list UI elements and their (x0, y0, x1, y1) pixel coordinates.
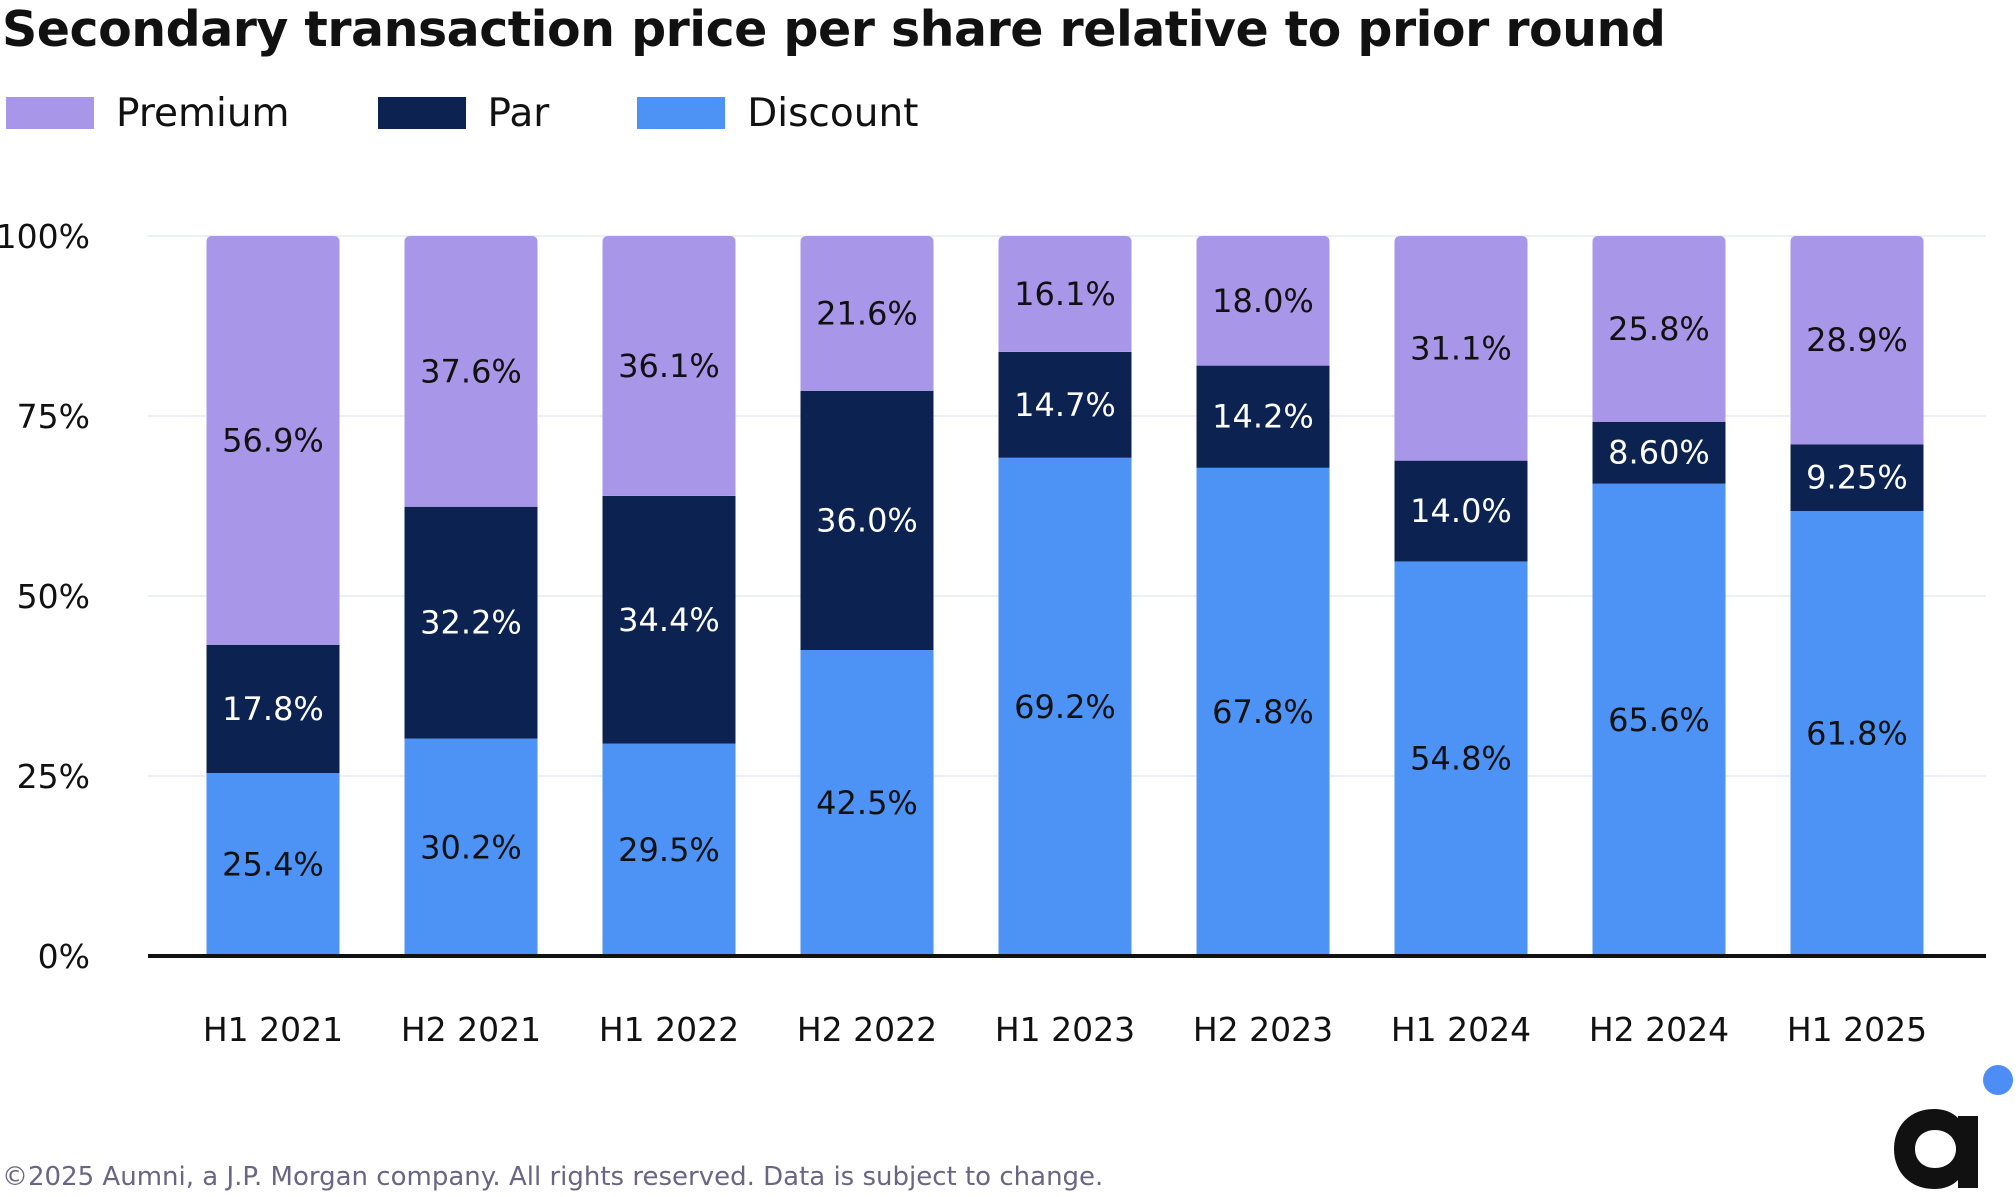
bar-discount-h1-2025 (1790, 511, 1924, 956)
bar-discount-h1-2024 (1394, 561, 1528, 956)
x-tick-label: H2 2021 (401, 1010, 541, 1049)
x-tick-label: H1 2024 (1391, 1010, 1531, 1049)
chart-title: Secondary transaction price per share re… (2, 1, 1666, 58)
data-label-premium: 25.8% (1608, 310, 1710, 348)
data-label-par: 14.2% (1212, 398, 1314, 436)
data-label-premium: 18.0% (1212, 282, 1314, 320)
bar-par-h2-2021 (404, 506, 538, 739)
bar-premium-h1-2025 (1790, 236, 1924, 445)
data-label-premium: 56.9% (222, 421, 324, 459)
bar-premium-h1-2023 (998, 236, 1132, 352)
data-label-discount: 42.5% (816, 784, 918, 822)
legend-swatch-discount (637, 97, 726, 129)
copyright-footer: ©2025 Aumni, a J.P. Morgan company. All … (2, 1162, 1104, 1192)
x-tick-label: H1 2025 (1787, 1010, 1927, 1049)
data-label-discount: 29.5% (618, 831, 720, 869)
data-label-discount: 67.8% (1212, 693, 1314, 731)
y-tick-label: 0% (38, 937, 90, 976)
x-tick-label: H1 2022 (599, 1010, 739, 1049)
bar-par-h1-2023 (998, 351, 1132, 458)
data-label-par: 36.0% (816, 501, 918, 539)
bar-discount-h2-2022 (800, 650, 934, 956)
bar-premium-h2-2021 (404, 236, 538, 507)
legend-label-premium: Premium (116, 90, 290, 136)
bar-stack-h2-2023: 67.8% 14.2% 18.0% (1196, 236, 1330, 956)
y-tick-label: 75% (17, 397, 90, 436)
bar-stack-h1-2022: 29.5% 34.4% 36.1% (602, 236, 736, 956)
bar-discount-h1-2023 (998, 457, 1132, 956)
data-label-discount: 30.2% (420, 828, 522, 866)
x-tick-label: H2 2022 (797, 1010, 937, 1049)
bar-par-h2-2024 (1592, 421, 1726, 484)
bar-par-h1-2024 (1394, 460, 1528, 562)
data-label-par: 32.2% (420, 604, 522, 642)
legend-item-discount: Discount (637, 91, 918, 136)
bar-premium-h2-2024 (1592, 236, 1726, 422)
legend-item-par: Par (377, 90, 550, 136)
y-tick-label: 50% (17, 577, 90, 616)
x-tick-label: H1 2023 (995, 1010, 1135, 1049)
bar-stack-h2-2021: 30.2% 32.2% 37.6% (404, 236, 538, 956)
bar-discount-h2-2023 (1196, 467, 1330, 956)
data-label-par: 14.0% (1410, 492, 1512, 530)
data-label-discount: 54.8% (1410, 740, 1512, 778)
data-label-premium: 21.6% (816, 294, 918, 332)
bar-premium-h1-2022 (602, 236, 736, 496)
data-label-par: 8.60% (1608, 434, 1710, 472)
bar-discount-h1-2021 (206, 773, 340, 956)
y-tick-label: 25% (17, 757, 90, 796)
data-label-premium: 16.1% (1014, 275, 1116, 313)
data-label-discount: 65.6% (1608, 701, 1710, 739)
bar-discount-h1-2022 (602, 743, 736, 956)
data-label-premium: 28.9% (1806, 321, 1908, 359)
bar-stack-h1-2025: 61.8% 9.25% 28.9% (1790, 236, 1924, 956)
data-label-discount: 25.4% (222, 846, 324, 884)
data-label-par: 9.25% (1806, 459, 1908, 497)
bar-premium-h1-2024 (1394, 236, 1528, 461)
bar-stack-h1-2023: 69.2% 14.7% 16.1% (998, 236, 1132, 956)
legend-label-discount: Discount (747, 90, 919, 136)
data-label-discount: 69.2% (1014, 688, 1116, 726)
legend-swatch-par (377, 97, 466, 129)
aumni-logo (1894, 1065, 2013, 1189)
bar-premium-h2-2023 (1196, 236, 1330, 366)
bar-par-h2-2022 (800, 390, 934, 650)
bar-stack-h2-2024: 65.6% 8.60% 25.8% (1592, 236, 1726, 956)
data-label-premium: 36.1% (618, 347, 720, 385)
bar-stack-h1-2024: 54.8% 14.0% 31.1% (1394, 236, 1528, 956)
bar-discount-h2-2021 (404, 738, 538, 956)
bar-discount-h2-2024 (1592, 483, 1726, 956)
logo-dot (1983, 1065, 2013, 1095)
bar-premium-h2-2022 (800, 236, 934, 391)
bar-stack-h1-2021: 25.4% 17.8% 56.9% (206, 236, 340, 956)
x-tick-label: H1 2021 (203, 1010, 343, 1049)
logo-mark (1894, 1109, 1978, 1189)
bar-par-h1-2022 (602, 495, 736, 744)
data-label-discount: 61.8% (1806, 715, 1908, 753)
x-tick-label: H2 2024 (1589, 1010, 1729, 1049)
bar-par-h1-2021 (206, 644, 340, 774)
legend-item-premium: Premium (6, 91, 290, 136)
bar-premium-h1-2021 (206, 236, 340, 645)
bar-stack-h2-2022: 42.5% 36.0% 21.6% (800, 236, 934, 956)
y-tick-label: 100% (0, 217, 90, 256)
data-label-par: 14.7% (1014, 386, 1116, 424)
data-label-premium: 31.1% (1410, 329, 1512, 367)
legend-swatch-premium (6, 97, 94, 129)
data-label-par: 17.8% (222, 690, 324, 728)
bar-par-h1-2025 (1790, 444, 1924, 512)
data-label-premium: 37.6% (420, 352, 522, 390)
bar-par-h2-2023 (1196, 365, 1330, 468)
x-tick-label: H2 2023 (1193, 1010, 1333, 1049)
data-label-par: 34.4% (618, 601, 720, 639)
legend-label-par: Par (487, 90, 550, 136)
chart-legend: Premium Par Discount (6, 88, 1006, 138)
